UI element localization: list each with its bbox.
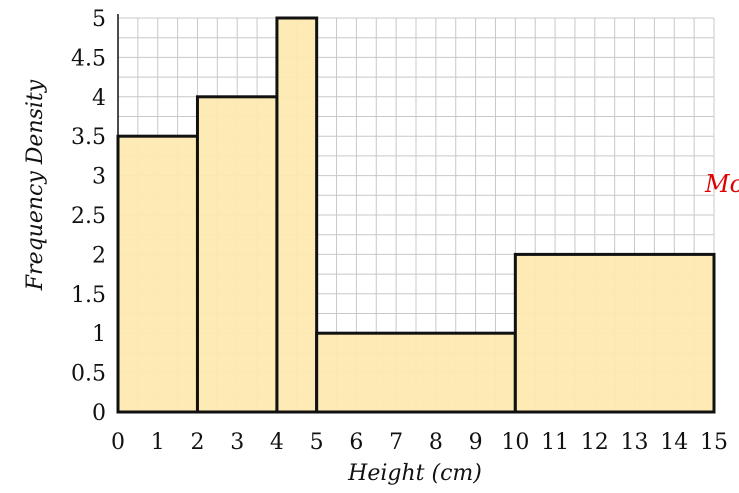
y-tick-label: 1.5 <box>71 283 106 308</box>
x-tick-label: 14 <box>660 430 688 455</box>
x-tick-label: 1 <box>151 430 165 455</box>
x-tick-label: 5 <box>310 430 324 455</box>
x-tick-labels: 0 1 2 3 4 5 6 7 8 9 10 11 12 13 14 15 <box>111 430 728 455</box>
x-tick-label: 0 <box>111 430 125 455</box>
histogram-bar-1 <box>116 134 199 414</box>
cropped-annotation: Mo <box>704 170 739 198</box>
y-tick-label: 2.5 <box>71 204 106 229</box>
x-tick-label: 10 <box>501 430 529 455</box>
x-tick-label: 15 <box>700 430 728 455</box>
x-tick-label: 11 <box>541 430 569 455</box>
histogram-bar-3 <box>275 16 319 414</box>
x-axis-title: Height (cm) <box>347 461 482 486</box>
x-tick-label: 4 <box>270 430 284 455</box>
x-tick-label: 3 <box>230 430 244 455</box>
y-axis-title: Frequency Density <box>23 79 48 291</box>
y-tick-label: 3.5 <box>71 125 106 150</box>
x-tick-label: 8 <box>429 430 443 455</box>
x-tick-label: 6 <box>349 430 363 455</box>
axes <box>117 14 714 413</box>
y-tick-label: 3 <box>92 165 106 190</box>
x-tick-label: 9 <box>469 430 483 455</box>
y-tick-labels: 0 0.5 1 1.5 2 2.5 3 3.5 4 4.5 5 <box>71 7 106 426</box>
x-tick-label: 12 <box>581 430 609 455</box>
histogram-bars <box>116 16 716 414</box>
y-tick-label: 1 <box>92 322 106 347</box>
x-tick-label: 7 <box>389 430 403 455</box>
x-tick-label: 2 <box>190 430 204 455</box>
histogram-bar-5 <box>513 252 716 414</box>
histogram-bar-2 <box>195 95 279 414</box>
y-tick-label: 4.5 <box>71 46 106 71</box>
histogram-bar-4 <box>315 331 517 414</box>
y-tick-label: 4 <box>92 86 106 111</box>
y-tick-label: 2 <box>92 243 106 268</box>
y-tick-label: 5 <box>92 7 106 32</box>
x-tick-label: 13 <box>621 430 649 455</box>
y-tick-label: 0.5 <box>71 362 106 387</box>
y-tick-label: 0 <box>92 401 106 426</box>
